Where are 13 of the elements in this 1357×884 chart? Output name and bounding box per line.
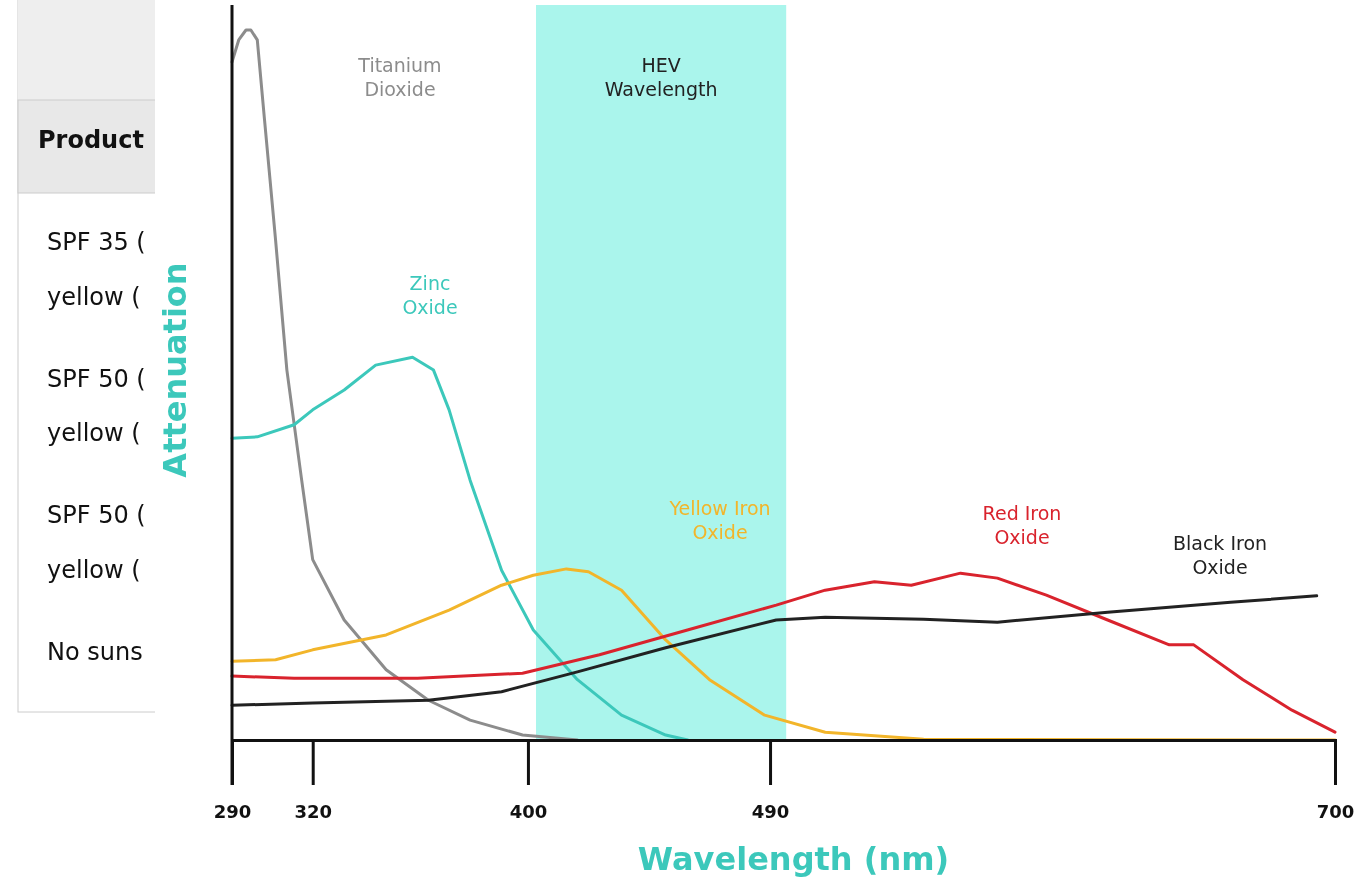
- series-label: Red Iron Oxide: [982, 502, 1062, 548]
- text: Zinc Oxide: [402, 272, 458, 318]
- x-tick-label: 290: [213, 800, 252, 822]
- band-label: HEV Wavelength: [604, 54, 718, 100]
- text: Titanium Dioxide: [357, 54, 442, 100]
- series-label: Black Iron Oxide: [1172, 532, 1268, 578]
- x-tick-label: 490: [751, 800, 790, 822]
- x-tick-label: 320: [294, 800, 332, 822]
- y-axis-title: Attenuation: [156, 262, 194, 478]
- x-tick-label: 400: [509, 800, 548, 822]
- text: Yellow Iron Oxide: [668, 497, 771, 543]
- x-tick-label: 700: [1316, 800, 1355, 822]
- x-axis-title: Wavelength (nm): [637, 840, 950, 878]
